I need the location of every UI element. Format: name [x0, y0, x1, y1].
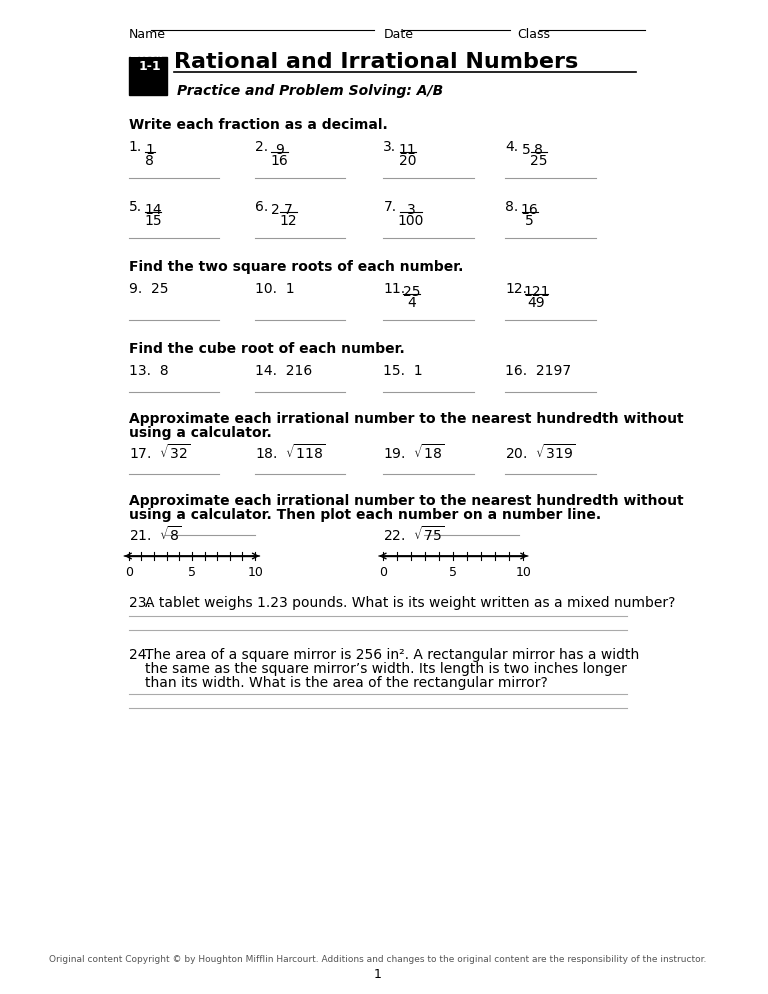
Text: 5: 5	[449, 566, 458, 579]
Text: 10.  1: 10. 1	[255, 282, 295, 296]
Text: 1-1: 1-1	[138, 60, 161, 73]
Text: 0: 0	[379, 566, 387, 579]
Text: 16: 16	[270, 154, 289, 168]
Text: 23.: 23.	[129, 596, 151, 610]
Text: A tablet weighs 1.23 pounds. What is its weight written as a mixed number?: A tablet weighs 1.23 pounds. What is its…	[145, 596, 675, 610]
Text: 2.: 2.	[255, 140, 268, 154]
Text: 11: 11	[399, 143, 417, 157]
Text: 5: 5	[525, 214, 534, 228]
Text: 12.: 12.	[505, 282, 528, 296]
Text: 3: 3	[406, 203, 415, 217]
Text: Write each fraction as a decimal.: Write each fraction as a decimal.	[129, 118, 387, 132]
Text: Approximate each irrational number to the nearest hundredth without: Approximate each irrational number to th…	[129, 412, 684, 426]
Text: 10: 10	[247, 566, 263, 579]
Text: 8.: 8.	[505, 200, 518, 214]
Text: 2: 2	[271, 203, 280, 217]
Text: than its width. What is the area of the rectangular mirror?: than its width. What is the area of the …	[145, 676, 548, 690]
Text: 18.  $\sqrt{118}$: 18. $\sqrt{118}$	[255, 443, 326, 462]
Text: 15.  1: 15. 1	[383, 364, 423, 378]
Text: using a calculator. Then plot each number on a number line.: using a calculator. Then plot each numbe…	[129, 508, 601, 522]
Text: Class: Class	[517, 28, 550, 41]
Text: 3.: 3.	[383, 140, 396, 154]
Text: 24.: 24.	[129, 648, 151, 662]
Text: 1: 1	[374, 968, 382, 981]
Text: 0: 0	[124, 566, 133, 579]
Text: 11.: 11.	[383, 282, 406, 296]
Text: 6.: 6.	[255, 200, 268, 214]
Text: 9.  25: 9. 25	[129, 282, 168, 296]
Text: 14.  216: 14. 216	[255, 364, 313, 378]
Text: LESSON: LESSON	[130, 50, 163, 59]
Text: 100: 100	[398, 214, 424, 228]
Text: 1: 1	[145, 143, 154, 157]
Text: using a calculator.: using a calculator.	[129, 426, 271, 440]
Text: 49: 49	[528, 296, 545, 310]
Text: 14: 14	[144, 203, 162, 217]
Text: 10: 10	[515, 566, 531, 579]
Text: 15: 15	[144, 214, 162, 228]
Text: 20: 20	[399, 154, 416, 168]
Text: 9: 9	[275, 143, 284, 157]
Text: Find the cube root of each number.: Find the cube root of each number.	[129, 342, 405, 356]
Text: 4: 4	[407, 296, 415, 310]
Text: 121: 121	[523, 285, 550, 299]
Text: Find the two square roots of each number.: Find the two square roots of each number…	[129, 260, 463, 274]
Text: 5.: 5.	[129, 200, 142, 214]
Text: 4.: 4.	[505, 140, 518, 154]
Text: 13.  8: 13. 8	[129, 364, 168, 378]
Text: 16.  2197: 16. 2197	[505, 364, 571, 378]
Text: Date: Date	[383, 28, 413, 41]
FancyBboxPatch shape	[129, 57, 167, 95]
Text: 19.  $\sqrt{18}$: 19. $\sqrt{18}$	[383, 443, 445, 462]
Text: Approximate each irrational number to the nearest hundredth without: Approximate each irrational number to th…	[129, 494, 684, 508]
Text: 16: 16	[521, 203, 538, 217]
Text: 12: 12	[280, 214, 297, 228]
Text: The area of a square mirror is 256 in². A rectangular mirror has a width: The area of a square mirror is 256 in². …	[145, 648, 639, 662]
Text: Name: Name	[129, 28, 166, 41]
Text: 21.  $\sqrt{8}$: 21. $\sqrt{8}$	[129, 526, 182, 545]
Text: 20.  $\sqrt{319}$: 20. $\sqrt{319}$	[505, 443, 576, 462]
Text: Rational and Irrational Numbers: Rational and Irrational Numbers	[174, 52, 578, 72]
Text: 25: 25	[402, 285, 420, 299]
Text: 8: 8	[145, 154, 154, 168]
Text: 7: 7	[284, 203, 293, 217]
Text: the same as the square mirror’s width. Its length is two inches longer: the same as the square mirror’s width. I…	[145, 662, 627, 676]
Text: 7.: 7.	[383, 200, 396, 214]
Text: 5: 5	[188, 566, 196, 579]
Text: 8: 8	[535, 143, 543, 157]
Text: 17.  $\sqrt{32}$: 17. $\sqrt{32}$	[129, 443, 190, 462]
Text: 1.: 1.	[129, 140, 142, 154]
Text: Original content Copyright © by Houghton Mifflin Harcourt. Additions and changes: Original content Copyright © by Houghton…	[49, 955, 707, 964]
Text: 5: 5	[521, 143, 531, 157]
Text: 25: 25	[530, 154, 548, 168]
Text: Practice and Problem Solving: A/B: Practice and Problem Solving: A/B	[177, 84, 444, 98]
Text: 22.  $\sqrt{75}$: 22. $\sqrt{75}$	[383, 526, 445, 545]
